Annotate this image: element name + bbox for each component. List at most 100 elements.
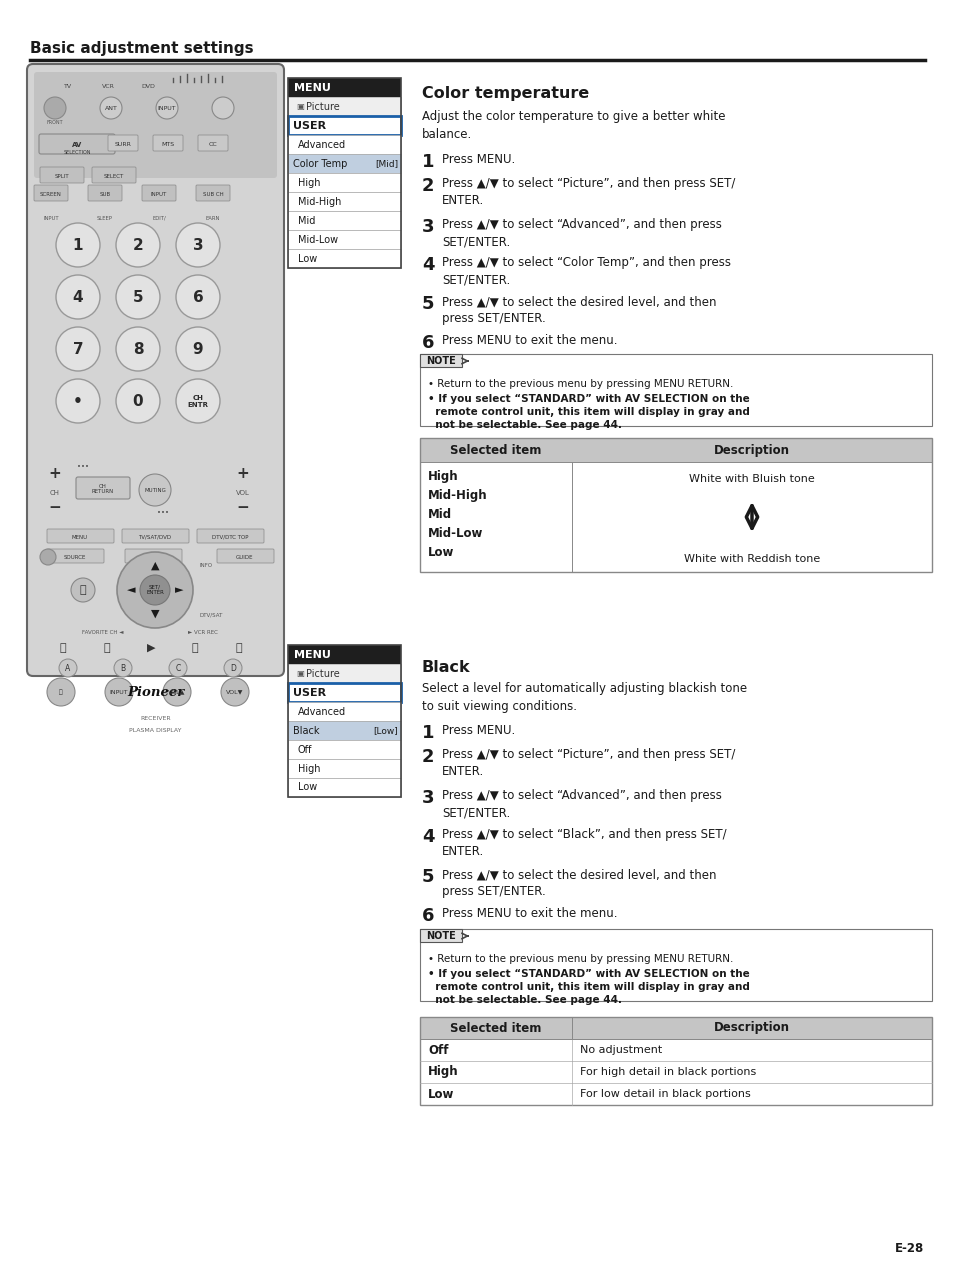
Text: Color Temp: Color Temp — [293, 159, 347, 169]
Text: Press MENU.: Press MENU. — [441, 725, 515, 737]
Text: 1: 1 — [72, 237, 83, 253]
Text: Press ▲/▼ to select “Picture”, and then press SET/
ENTER.: Press ▲/▼ to select “Picture”, and then … — [441, 176, 735, 207]
Text: TV: TV — [64, 84, 72, 89]
Circle shape — [59, 659, 77, 676]
Text: 3: 3 — [193, 237, 203, 253]
Text: High: High — [428, 470, 458, 483]
Text: 5: 5 — [421, 868, 434, 886]
Text: •: • — [73, 393, 83, 409]
Text: Press ▲/▼ to select “Advanced”, and then press
SET/ENTER.: Press ▲/▼ to select “Advanced”, and then… — [441, 218, 721, 247]
Text: Mid-High: Mid-High — [297, 197, 341, 207]
Text: ⏸: ⏸ — [80, 585, 86, 595]
Text: 1: 1 — [421, 154, 434, 171]
Text: Black: Black — [421, 660, 470, 675]
Text: Low: Low — [297, 254, 317, 264]
Circle shape — [116, 327, 160, 371]
Text: DTV/DTC TOP: DTV/DTC TOP — [212, 534, 248, 539]
Circle shape — [56, 379, 100, 423]
Text: Off: Off — [297, 745, 312, 755]
Text: • If you select “STANDARD” with AV SELECTION on the
  remote control unit, this : • If you select “STANDARD” with AV SELEC… — [428, 393, 749, 430]
Text: •••: ••• — [157, 510, 169, 516]
Text: Press ▲/▼ to select the desired level, and then
press SET/ENTER.: Press ▲/▼ to select the desired level, a… — [441, 868, 716, 898]
Bar — [288, 702, 400, 721]
Text: C: C — [175, 664, 180, 673]
FancyBboxPatch shape — [76, 477, 130, 499]
Bar — [288, 154, 400, 173]
Text: DTV/SAT: DTV/SAT — [141, 555, 165, 560]
FancyBboxPatch shape — [91, 168, 136, 183]
Text: 9: 9 — [193, 341, 203, 357]
Text: ⏪: ⏪ — [104, 643, 111, 654]
Circle shape — [113, 659, 132, 676]
Text: VOL▲: VOL▲ — [168, 689, 186, 694]
Bar — [288, 77, 400, 268]
Text: ⏻: ⏻ — [59, 689, 63, 695]
Text: SELECTION: SELECTION — [63, 150, 91, 155]
Circle shape — [100, 96, 122, 119]
Circle shape — [224, 659, 242, 676]
Bar — [288, 778, 400, 797]
Text: Picture: Picture — [306, 102, 339, 112]
Bar — [288, 77, 400, 96]
Bar — [419, 929, 931, 1001]
Circle shape — [47, 678, 75, 706]
Text: 1: 1 — [421, 725, 434, 742]
Text: PLASMA DISPLAY: PLASMA DISPLAY — [129, 727, 182, 732]
Text: Advanced: Advanced — [297, 140, 346, 150]
Text: White with Reddish tone: White with Reddish tone — [683, 555, 820, 563]
Text: ► VCR REC: ► VCR REC — [188, 629, 217, 634]
FancyBboxPatch shape — [40, 168, 84, 183]
Text: ▲: ▲ — [151, 561, 159, 571]
Bar — [288, 192, 400, 211]
Text: Description: Description — [713, 443, 789, 457]
Text: SUB: SUB — [99, 192, 111, 197]
Text: AV: AV — [71, 142, 82, 148]
Text: 4: 4 — [72, 289, 83, 305]
FancyBboxPatch shape — [198, 135, 228, 151]
Text: NOTE: NOTE — [426, 357, 456, 365]
Text: GUIDE: GUIDE — [236, 555, 253, 560]
Text: 4: 4 — [421, 827, 434, 846]
Text: +: + — [236, 466, 249, 481]
Text: 7: 7 — [72, 341, 83, 357]
Text: Description: Description — [713, 1022, 789, 1034]
Text: Low: Low — [297, 783, 317, 793]
Text: Low: Low — [428, 546, 454, 560]
Text: No adjustment: No adjustment — [579, 1044, 661, 1055]
Text: [Mid]: [Mid] — [375, 159, 397, 168]
Text: INPUT: INPUT — [151, 192, 167, 197]
Text: Mid-High: Mid-High — [428, 489, 487, 503]
Circle shape — [105, 678, 132, 706]
Text: Mid: Mid — [428, 508, 452, 522]
Text: CH
RETURN: CH RETURN — [91, 483, 114, 495]
Circle shape — [139, 475, 171, 506]
Circle shape — [175, 327, 220, 371]
FancyBboxPatch shape — [34, 72, 276, 178]
Text: 0: 0 — [132, 393, 143, 409]
Text: Select a level for automatically adjusting blackish tone
to suit viewing conditi: Select a level for automatically adjusti… — [421, 681, 746, 713]
Bar — [419, 1082, 931, 1105]
Circle shape — [163, 678, 191, 706]
FancyBboxPatch shape — [122, 529, 189, 543]
Circle shape — [56, 275, 100, 319]
Text: 6: 6 — [421, 907, 434, 925]
Text: ⏭: ⏭ — [235, 643, 242, 654]
Bar — [419, 929, 461, 942]
Circle shape — [56, 327, 100, 371]
Circle shape — [116, 223, 160, 266]
Text: 3: 3 — [421, 218, 434, 236]
Text: •••: ••• — [77, 464, 89, 470]
Bar — [419, 1061, 931, 1082]
Text: • Return to the previous menu by pressing MENU RETURN.: • Return to the previous menu by pressin… — [428, 954, 733, 964]
Circle shape — [221, 678, 249, 706]
Circle shape — [175, 275, 220, 319]
Text: B: B — [120, 664, 126, 673]
Bar — [419, 354, 461, 367]
Bar — [419, 354, 931, 426]
Text: • If you select “STANDARD” with AV SELECTION on the
  remote control unit, this : • If you select “STANDARD” with AV SELEC… — [428, 970, 749, 1005]
Text: 4: 4 — [421, 256, 434, 274]
Text: MUTING: MUTING — [144, 487, 166, 492]
Text: 2: 2 — [421, 747, 434, 766]
FancyBboxPatch shape — [88, 185, 122, 201]
Text: FRONT: FRONT — [47, 119, 63, 124]
